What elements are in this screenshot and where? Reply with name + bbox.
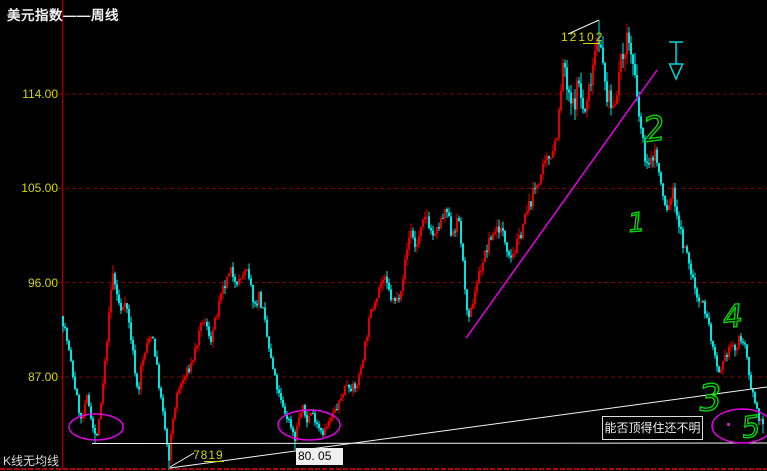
magenta-dot bbox=[727, 423, 730, 426]
wave-count-label[interactable]: 2 bbox=[640, 108, 668, 152]
indicator-status-label: K线无均线 bbox=[3, 454, 60, 468]
down-arrow-icon[interactable] bbox=[668, 41, 684, 81]
candles-layer bbox=[62, 20, 764, 470]
wave-count-label[interactable]: 4 bbox=[720, 297, 745, 336]
white-trendline[interactable] bbox=[169, 386, 767, 469]
y-axis-tick-label: 87.00 bbox=[27, 370, 58, 384]
white-trendline[interactable] bbox=[169, 452, 195, 468]
peak-price-label: 12102 bbox=[561, 30, 605, 44]
chart-title: 美元指数——周线 bbox=[7, 8, 119, 23]
low1992-price-label: 7819 bbox=[193, 448, 224, 462]
low1992-label-underline bbox=[204, 461, 224, 462]
white-trendline[interactable] bbox=[91, 442, 767, 444]
y-axis-tick-label: 96.00 bbox=[27, 276, 58, 290]
y-axis-tick-label: 105.00 bbox=[21, 181, 58, 195]
peak-label-underline bbox=[583, 43, 599, 44]
wave-count-label[interactable]: 1 bbox=[626, 207, 646, 240]
magenta-trendline[interactable] bbox=[465, 69, 658, 339]
wave-count-label[interactable]: 3 bbox=[697, 376, 725, 420]
bottom-circle-annotation[interactable] bbox=[277, 409, 341, 441]
bottom-circle-annotation[interactable] bbox=[711, 408, 767, 444]
annotation-note-box[interactable]: 能否顶得住还不明 bbox=[602, 416, 703, 440]
white-trendline[interactable] bbox=[567, 19, 600, 35]
low1995-price-box: 80. 05 bbox=[296, 448, 343, 465]
y-axis-tick-label: 114.00 bbox=[22, 87, 58, 101]
bottom-circle-annotation[interactable] bbox=[68, 413, 124, 441]
